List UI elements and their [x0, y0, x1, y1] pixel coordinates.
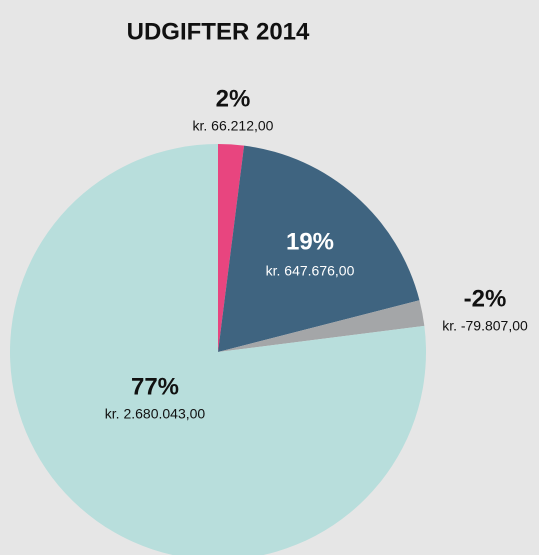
pie-slice	[218, 145, 420, 352]
percent-label: 19%	[286, 228, 334, 255]
amount-label: kr. -79.807,00	[442, 318, 528, 334]
pie-slice	[218, 144, 245, 352]
pie-slice	[10, 144, 426, 555]
percent-label: -2%	[464, 285, 507, 312]
amount-label: kr. 66.212,00	[193, 118, 274, 134]
percent-label: 77%	[131, 373, 179, 400]
pie-slice	[218, 300, 425, 352]
amount-label: kr. 647.676,00	[266, 263, 355, 279]
percent-label: 2%	[216, 85, 251, 112]
chart-title: UDGIFTER 2014	[127, 18, 310, 45]
amount-label: kr. 2.680.043,00	[105, 406, 206, 422]
